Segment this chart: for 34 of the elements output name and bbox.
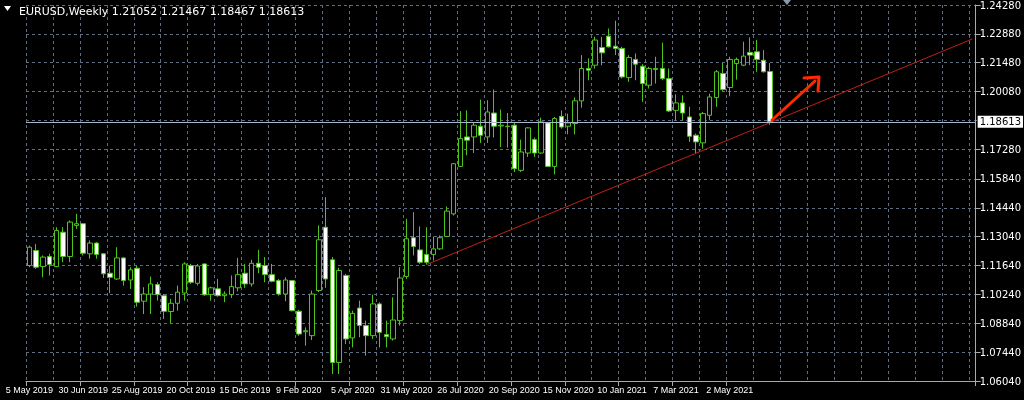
x-tick-label: 7 Mar 2021 [653,384,699,395]
x-tick-label: 26 Jul 2020 [437,384,484,395]
ref-line-label: 1.18613 [979,116,1022,128]
candlestick [404,218,409,280]
x-tick-label: 5 May 2019 [5,384,53,395]
x-tick-label: 10 Jan 2021 [597,384,647,395]
chart-title: EURUSD,Weekly 1.21052 1.21467 1.18467 1.18613 [19,5,305,18]
candlestick [411,211,416,256]
x-tick-label: 2 May 2021 [706,384,754,395]
x-tick-label: 30 Jun 2019 [58,384,109,395]
x-tick-label: 31 May 2020 [380,384,433,395]
candlestick [606,28,611,48]
y-tick-label: 1.20080 [979,86,1022,98]
x-tick-label: 20 Sep 2020 [488,384,540,395]
y-tick-label: 1.17280 [979,143,1022,155]
x-tick-label: 25 Aug 2019 [111,384,163,395]
candlestick [586,57,591,81]
x-tick-label: 15 Dec 2019 [219,384,271,395]
y-tick-label: 1.07440 [979,346,1022,358]
y-tick-label: 1.24280 [979,0,1022,11]
x-tick-label: 20 Oct 2019 [166,384,216,395]
y-tick-label: 1.08840 [979,317,1022,329]
y-tick-label: 1.11640 [979,260,1022,272]
y-tick-label: 1.13040 [979,231,1022,243]
y-tick-label: 1.10240 [979,288,1022,300]
x-tick-label: 15 Nov 2020 [542,384,594,395]
y-tick-label: 1.06040 [979,375,1022,387]
y-tick-label: 1.21480 [979,57,1022,69]
y-tick-label: 1.22880 [979,28,1022,40]
y-tick-label: 1.14440 [979,202,1022,214]
y-tick-label: 1.15840 [979,173,1022,185]
x-tick-label: 9 Feb 2020 [276,384,322,395]
candlestick [155,281,160,302]
x-tick-label: 5 Apr 2020 [330,384,375,395]
